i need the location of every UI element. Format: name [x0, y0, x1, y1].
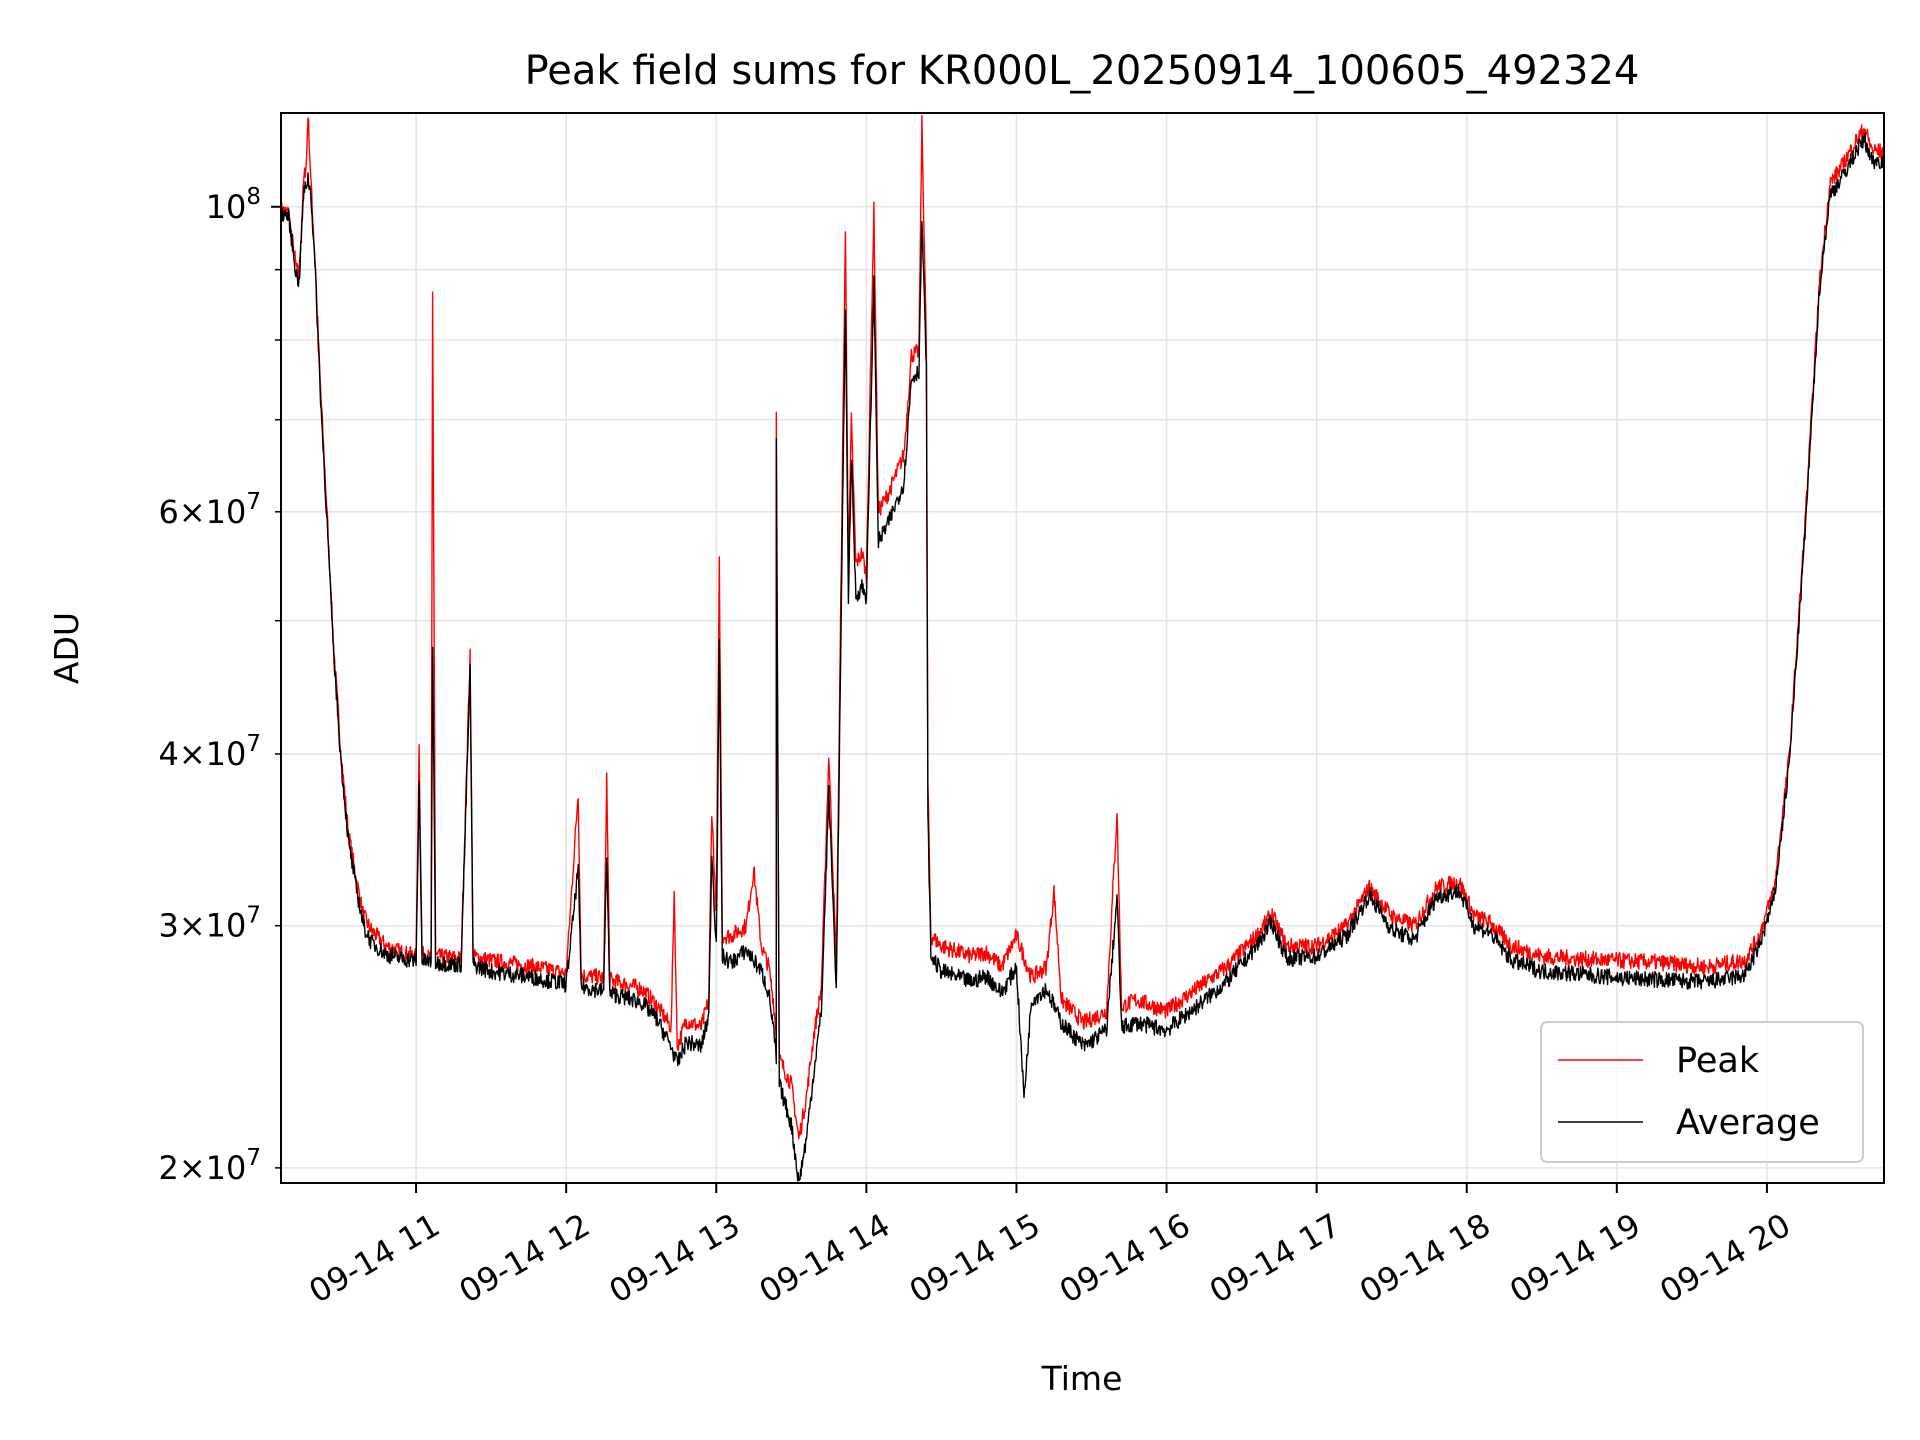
y-tick-base: 10 — [206, 1149, 247, 1187]
y-tick-mantissa: 6 — [158, 493, 178, 531]
series-line-peak — [281, 114, 1884, 1140]
y-axis-label: ADU — [47, 612, 86, 684]
y-tick-times: × — [179, 735, 206, 773]
x-axis-label: Time — [1041, 1359, 1123, 1398]
y-tick-mantissa: 3 — [158, 907, 178, 945]
y-tick-exponent: 7 — [246, 489, 261, 515]
x-tick-label: 09-14 13 — [603, 1206, 747, 1311]
y-tick-label: 108 — [206, 184, 261, 226]
legend: Peak Average — [1540, 1021, 1864, 1163]
y-tick-base: 10 — [206, 907, 247, 945]
x-tick-label: 09-14 11 — [302, 1206, 446, 1311]
y-tick-mantissa: 2 — [158, 1149, 178, 1187]
y-tick-times: × — [179, 1149, 206, 1187]
y-tick-exponent: 7 — [246, 731, 261, 757]
x-tick-label: 09-14 12 — [453, 1206, 597, 1311]
x-tick-label: 09-14 15 — [903, 1206, 1047, 1311]
chart-title: Peak field sums for KR000L_20250914_1006… — [525, 48, 1640, 94]
y-tick-base: 10 — [206, 735, 247, 773]
legend-label-peak: Peak — [1676, 1041, 1760, 1081]
y-tick-base: 10 — [206, 188, 247, 226]
y-tick-exponent: 7 — [246, 1145, 261, 1171]
y-tick-exponent: 8 — [246, 184, 261, 210]
y-tick-times: × — [179, 907, 206, 945]
x-tick-label: 09-14 20 — [1653, 1206, 1797, 1311]
series-line-average — [281, 132, 1884, 1182]
y-tick-label: 4×107 — [158, 731, 261, 773]
x-tick-label: 09-14 17 — [1203, 1206, 1347, 1311]
y-tick-exponent: 7 — [246, 903, 261, 929]
y-tick-base: 10 — [206, 493, 247, 531]
y-tick-label: 6×107 — [158, 489, 261, 531]
x-axis-ticks: 09-14 11 09-14 12 09-14 13 09-14 14 09-14 15… — [302, 1183, 1797, 1311]
legend-label-average: Average — [1676, 1103, 1820, 1143]
legend-box — [1540, 1021, 1864, 1163]
grid-lines — [281, 113, 1884, 1183]
x-tick-label: 09-14 18 — [1353, 1206, 1497, 1311]
x-tick-label: 09-14 19 — [1503, 1206, 1647, 1311]
y-tick-mantissa: 4 — [158, 735, 178, 773]
x-tick-label: 09-14 16 — [1053, 1206, 1197, 1311]
plot-series — [281, 114, 1884, 1182]
x-tick-label: 09-14 14 — [753, 1206, 897, 1311]
y-tick-label: 2×107 — [158, 1145, 261, 1187]
plot-area-frame — [280, 112, 1885, 1184]
y-tick-times: × — [179, 493, 206, 531]
y-tick-label: 3×107 — [158, 903, 261, 945]
